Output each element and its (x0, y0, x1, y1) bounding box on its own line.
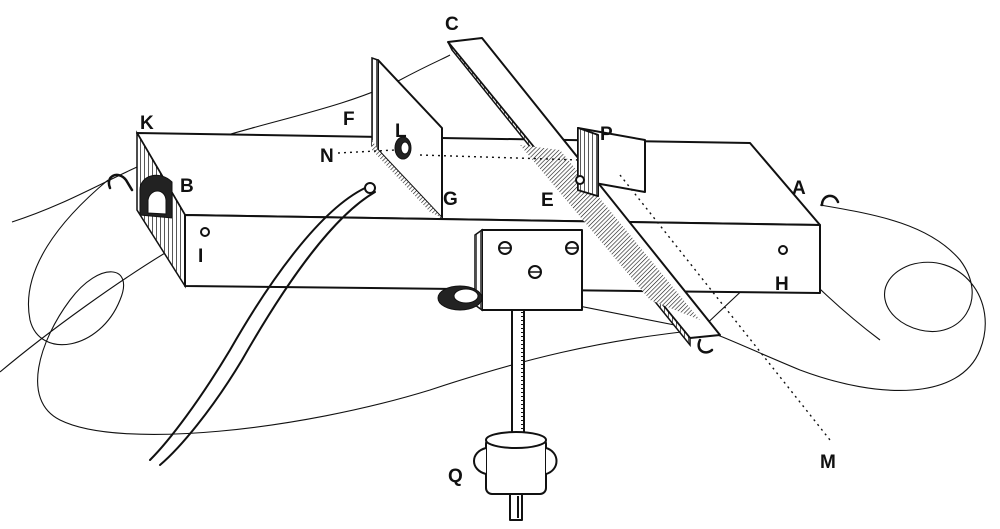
label-n: N (320, 146, 334, 167)
weight-q (473, 309, 558, 521)
label-p: P (600, 124, 613, 145)
label-c: C (445, 14, 459, 35)
upright-plate (371, 56, 443, 219)
label-m: M (820, 452, 836, 473)
letter-labels: A B C E F G H I K L M N P Q (140, 14, 836, 487)
label-q: Q (448, 466, 463, 487)
label-l: L (395, 121, 407, 142)
curved-tape (149, 182, 376, 466)
label-e: E (541, 190, 554, 211)
sight-lines (337, 149, 831, 441)
label-a: A (792, 178, 806, 199)
hooks (107, 173, 840, 354)
label-g: G (443, 189, 458, 210)
front-bracket (437, 228, 583, 312)
label-b: B (180, 176, 194, 197)
label-f: F (343, 109, 355, 130)
label-h: H (775, 274, 789, 295)
label-i: I (198, 246, 203, 267)
label-k: K (140, 113, 154, 134)
